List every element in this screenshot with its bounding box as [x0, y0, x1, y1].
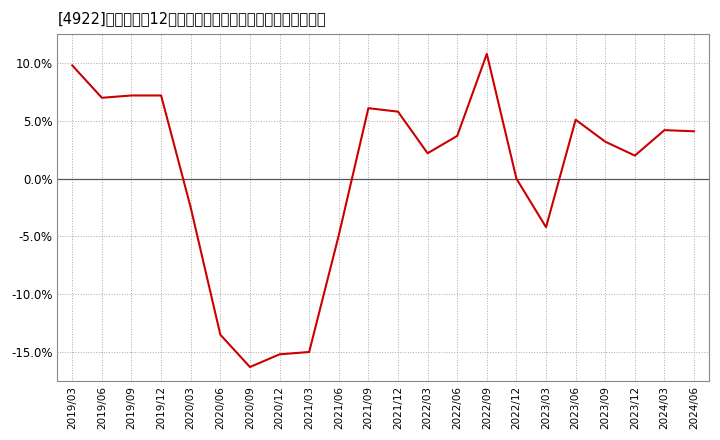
Text: [4922]　売上高の12か月移動合計の対前年同期増減率の推移: [4922] 売上高の12か月移動合計の対前年同期増減率の推移	[58, 11, 326, 26]
